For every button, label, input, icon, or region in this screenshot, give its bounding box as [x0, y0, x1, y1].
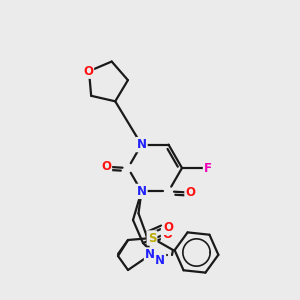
Text: N: N [136, 185, 146, 198]
Text: F: F [204, 161, 212, 175]
Text: N: N [145, 248, 155, 262]
Text: O: O [185, 186, 196, 199]
Text: N: N [155, 254, 165, 266]
Text: O: O [164, 221, 173, 234]
Text: O: O [101, 160, 111, 173]
Text: N: N [136, 138, 146, 151]
Text: O: O [83, 65, 93, 78]
Text: S: S [148, 232, 156, 244]
Text: O: O [162, 227, 172, 241]
